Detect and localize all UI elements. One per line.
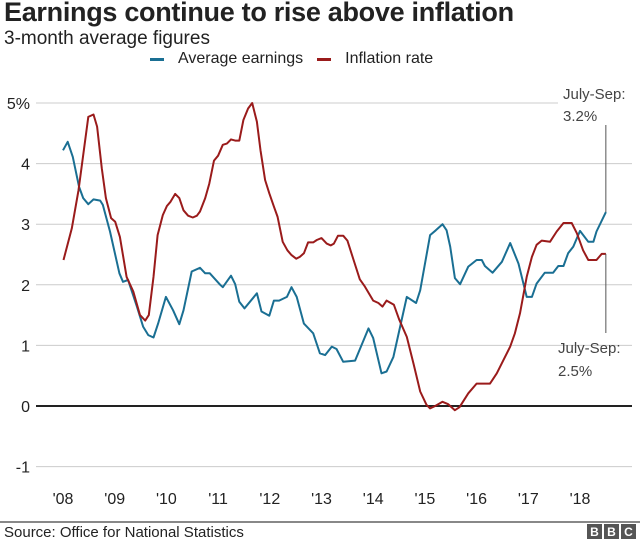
footer-divider — [0, 521, 640, 523]
y-tick-label: 4 — [21, 157, 30, 174]
legend-item-earnings: Average earnings — [150, 50, 303, 68]
logo-letter: C — [621, 524, 636, 539]
annotation-inflation-label: July-Sep: — [558, 340, 621, 357]
annotation-earnings-label: July-Sep: — [563, 86, 626, 103]
logo-letter: B — [604, 524, 619, 539]
y-tick-label: 2 — [21, 278, 30, 295]
chart-title: Earnings continue to rise above inflatio… — [4, 0, 514, 27]
legend-swatch-inflation — [317, 57, 332, 61]
x-tick-label: '13 — [311, 491, 332, 508]
x-tick-label: '18 — [570, 491, 591, 508]
y-tick-label: 5% — [7, 96, 30, 113]
series-line-inflation-rate — [62, 102, 606, 412]
x-tick-label: '15 — [414, 491, 435, 508]
line-chart: 5% 4 3 2 1 0 -1 '08 '09 '10 '11 '12 '13 '14 '15 '16 '17 '… — [7, 86, 632, 508]
legend-item-inflation: Inflation rate — [317, 50, 433, 68]
x-tick-label: '11 — [208, 491, 228, 508]
logo-letter: B — [587, 524, 602, 539]
x-tick-label: '17 — [518, 491, 539, 508]
y-tick-label: 3 — [21, 217, 30, 234]
x-tick-label: '12 — [259, 491, 280, 508]
bbc-logo: B B C — [587, 524, 636, 539]
legend-label-inflation: Inflation rate — [345, 50, 434, 67]
x-tick-label: '10 — [156, 491, 177, 508]
x-tick-label: '08 — [53, 491, 74, 508]
y-tick-label: -1 — [16, 460, 30, 477]
legend-label-earnings: Average earnings — [178, 50, 304, 67]
annotation-inflation-value: 2.5% — [558, 363, 592, 380]
chart-subtitle: 3-month average figures — [4, 28, 210, 49]
x-tick-label: '16 — [466, 491, 487, 508]
legend: Average earnings Inflation rate — [150, 50, 447, 68]
source-note: Source: Office for National Statistics — [4, 524, 244, 541]
legend-swatch-earnings — [150, 57, 164, 61]
x-tick-label: '09 — [104, 491, 125, 508]
y-tick-label: 0 — [21, 399, 30, 416]
y-tick-label: 1 — [21, 338, 30, 355]
x-tick-label: '14 — [363, 491, 384, 508]
annotation-earnings-value: 3.2% — [563, 108, 597, 125]
series-line-average-earnings — [62, 140, 607, 375]
